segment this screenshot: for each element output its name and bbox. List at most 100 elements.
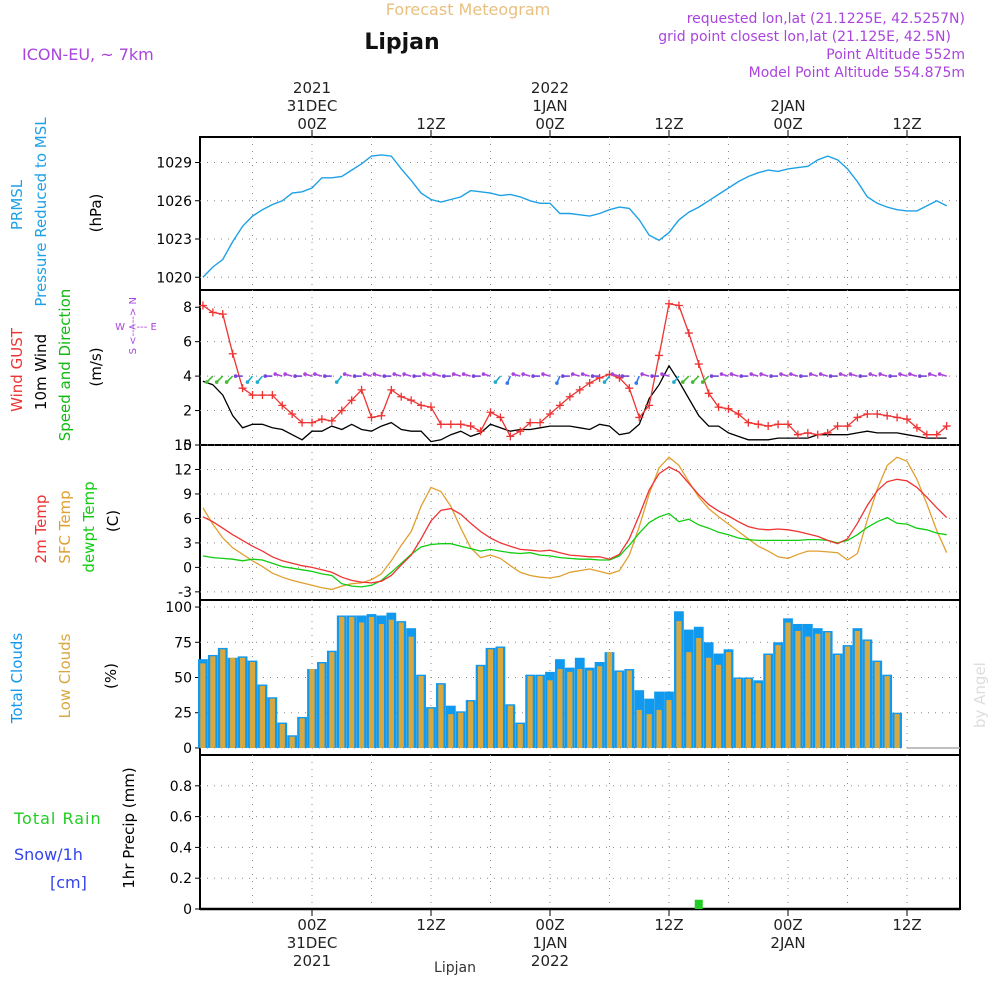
wind-direction-arrowhead [531, 374, 535, 378]
low-cloud-bar [487, 649, 494, 748]
wind-direction-arrowhead [580, 372, 585, 376]
low-cloud-bar [458, 712, 464, 748]
watermark: by Angel [971, 662, 989, 728]
top-time-label: 00Z [773, 115, 802, 133]
wind-direction-arrowhead [918, 374, 922, 378]
ytick-label-temperature: 3 [183, 536, 192, 552]
wind-direction-arrowhead [471, 374, 476, 378]
gust-marker [793, 430, 802, 439]
low-cloud-bar [596, 666, 603, 748]
gust-marker [327, 416, 336, 425]
low-cloud-bar [230, 657, 236, 748]
wind-direction-arrowhead [868, 372, 873, 376]
gust-marker [407, 396, 416, 405]
wind-direction-arrowhead [382, 374, 387, 378]
gust-marker [228, 349, 237, 358]
gust-marker [704, 389, 713, 398]
bottom-time-label: 00Z [773, 916, 802, 934]
ytick-label-precipitation: 0.8 [170, 779, 192, 795]
wind-direction-arrowhead [779, 372, 783, 376]
gust-marker [922, 430, 931, 439]
gust-marker [347, 396, 356, 405]
low-cloud-bar [269, 698, 275, 748]
gust-marker [764, 422, 773, 431]
low-cloud-bar [825, 632, 831, 748]
pressure-label-msl: Pressure Reduced to MSL [32, 117, 50, 307]
wind-direction-arrowhead [245, 380, 250, 384]
low-cloud-bar [844, 646, 851, 748]
gust-marker [208, 308, 217, 317]
low-cloud-bar [388, 619, 394, 748]
low-cloud-bar [696, 638, 702, 748]
gust-marker [258, 391, 267, 400]
wind-direction-arrowhead [505, 381, 510, 385]
gust-marker [298, 418, 307, 427]
wind-direction-arrowhead [681, 380, 685, 384]
gust-marker [823, 428, 832, 437]
low-cloud-bar [249, 662, 256, 748]
gust-marker [714, 403, 723, 412]
low-cloud-bar [299, 718, 305, 748]
ytick-label-clouds: 25 [174, 706, 192, 722]
low-cloud-bar [636, 709, 642, 748]
gust-marker [308, 418, 316, 427]
wind-direction-arrowhead [342, 372, 347, 376]
wind-direction-arrowhead [442, 374, 446, 378]
wind-direction-arrowhead [729, 372, 734, 376]
gust-marker [377, 411, 386, 420]
cloud-label-total: Total Clouds [8, 633, 26, 725]
model-point-altitude: Model Point Altitude 554.875m [749, 65, 965, 81]
wind-direction-arrowhead [650, 374, 654, 378]
wind-direction-arrowhead [590, 374, 595, 378]
gust-marker [466, 422, 475, 431]
low-cloud-bar [289, 736, 295, 748]
gust-marker [595, 373, 604, 382]
gust-marker [367, 413, 376, 422]
gust-marker [883, 411, 892, 420]
gust-marker [942, 422, 951, 431]
wind-direction-arrowhead [602, 380, 607, 384]
low-cloud-bar [398, 622, 404, 748]
gust-marker [625, 384, 634, 393]
low-cloud-bar [854, 631, 861, 748]
low-cloud-bar [765, 654, 771, 748]
ytick-label-clouds: 75 [174, 635, 192, 651]
point-altitude: Point Altitude 552m [826, 47, 965, 63]
gust-marker [288, 410, 297, 418]
gust-marker [357, 385, 366, 394]
wind-direction-arrowhead [224, 380, 229, 384]
low-cloud-bar [874, 662, 880, 748]
gust-marker [813, 430, 822, 439]
gust-marker [903, 415, 911, 424]
precip-unit: 1hr Precip (mm) [120, 767, 138, 888]
gust-marker [784, 420, 792, 429]
wind-direction-arrowhead [263, 374, 268, 378]
wind-label-gust: Wind GUST [8, 327, 26, 412]
gust-marker [694, 360, 703, 369]
wind-direction-arrowhead [493, 380, 498, 384]
wind-direction-arrowhead [848, 372, 853, 376]
low-cloud-bar [210, 656, 216, 748]
wind-direction-arrowhead [205, 380, 209, 384]
gust-marker [873, 410, 882, 418]
wind-direction-arrowhead [402, 372, 406, 376]
gust-marker [833, 422, 842, 431]
requested-coordinates: requested lon,lat (21.1225E, 42.5257N) [687, 11, 965, 27]
wind-direction-arrowhead [451, 372, 456, 376]
closest-grid-point: grid point closest lon,lat (21.125E, 42.… [658, 29, 951, 45]
wind-direction-arrowhead [561, 374, 565, 378]
low-cloud-bar [378, 623, 385, 748]
wind-direction-arrowhead [233, 374, 238, 378]
low-cloud-bar [547, 680, 553, 748]
compass-s: S <--- [128, 325, 139, 354]
wind-direction-arrowhead [570, 372, 575, 376]
low-cloud-bar [527, 676, 533, 748]
wind-direction-arrowhead [789, 372, 793, 376]
wind-direction-arrowhead [214, 380, 219, 384]
ytick-label-pressure: 1029 [156, 156, 192, 172]
low-cloud-bar [339, 616, 345, 748]
gust-marker [397, 392, 406, 401]
ytick-label-clouds: 50 [174, 671, 192, 687]
panel-frame-pressure [199, 136, 961, 291]
low-cloud-bar [567, 671, 573, 748]
